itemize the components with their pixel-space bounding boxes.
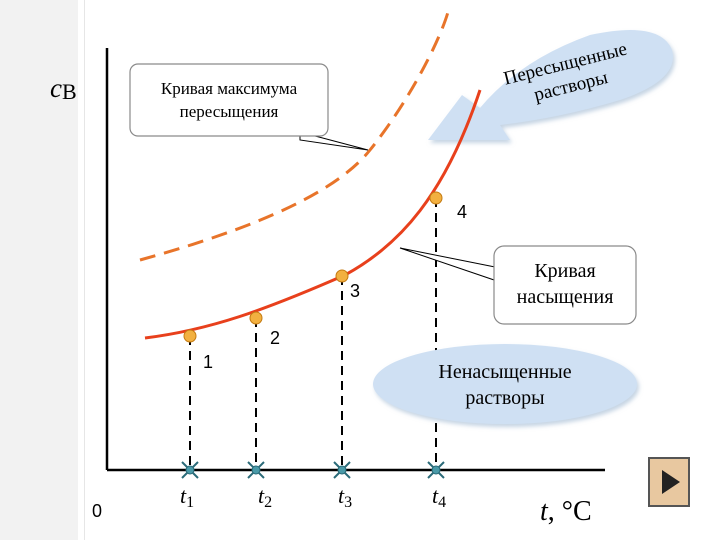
- tick-label-t4: t4: [432, 483, 446, 511]
- slide-left-stripe: [0, 0, 78, 540]
- origin-label: 0: [92, 501, 102, 521]
- x-axis-label: t, °C: [540, 496, 592, 527]
- tick-label-t1: t1: [180, 483, 194, 511]
- point-2: [249, 311, 263, 325]
- unsaturated-line-1: Ненасыщенные: [438, 361, 571, 383]
- point-4: [429, 191, 443, 205]
- saturation-line-2: насыщения: [517, 286, 614, 308]
- point-1: [183, 329, 197, 343]
- saturation-line-1: Кривая: [534, 260, 595, 282]
- point-1-label: 1: [203, 352, 213, 372]
- saturation-callout: Кривая насыщения: [399, 245, 637, 325]
- y-axis-label: cB: [50, 73, 77, 104]
- max-supersaturation-line-2: пересыщения: [180, 102, 279, 121]
- point-4-label: 4: [457, 202, 467, 222]
- tick-label-t2: t2: [258, 483, 272, 511]
- slide-divider-line: [84, 0, 85, 540]
- supersaturated-cloud: Пересыщенные растворы: [428, 30, 673, 140]
- tick-marker-3: [333, 461, 351, 479]
- max-supersaturation-line-1: Кривая максимума: [161, 79, 298, 98]
- tick-label-t3: t3: [338, 483, 352, 511]
- tick-marker-2: [247, 461, 265, 479]
- max-supersaturation-curve: [139, 11, 450, 262]
- point-3-label: 3: [350, 281, 360, 301]
- next-slide-button[interactable]: [648, 457, 690, 507]
- point-2-label: 2: [270, 328, 280, 348]
- tick-marker-1: [181, 461, 199, 479]
- point-3: [335, 269, 349, 283]
- tick-marker-4: [427, 461, 445, 479]
- unsaturated-cloud: Ненасыщенные растворы: [373, 344, 637, 424]
- play-triangle-icon: [662, 470, 680, 494]
- max-supersaturation-callout: Кривая максимума пересыщения: [129, 63, 369, 151]
- unsaturated-line-2: растворы: [465, 387, 544, 409]
